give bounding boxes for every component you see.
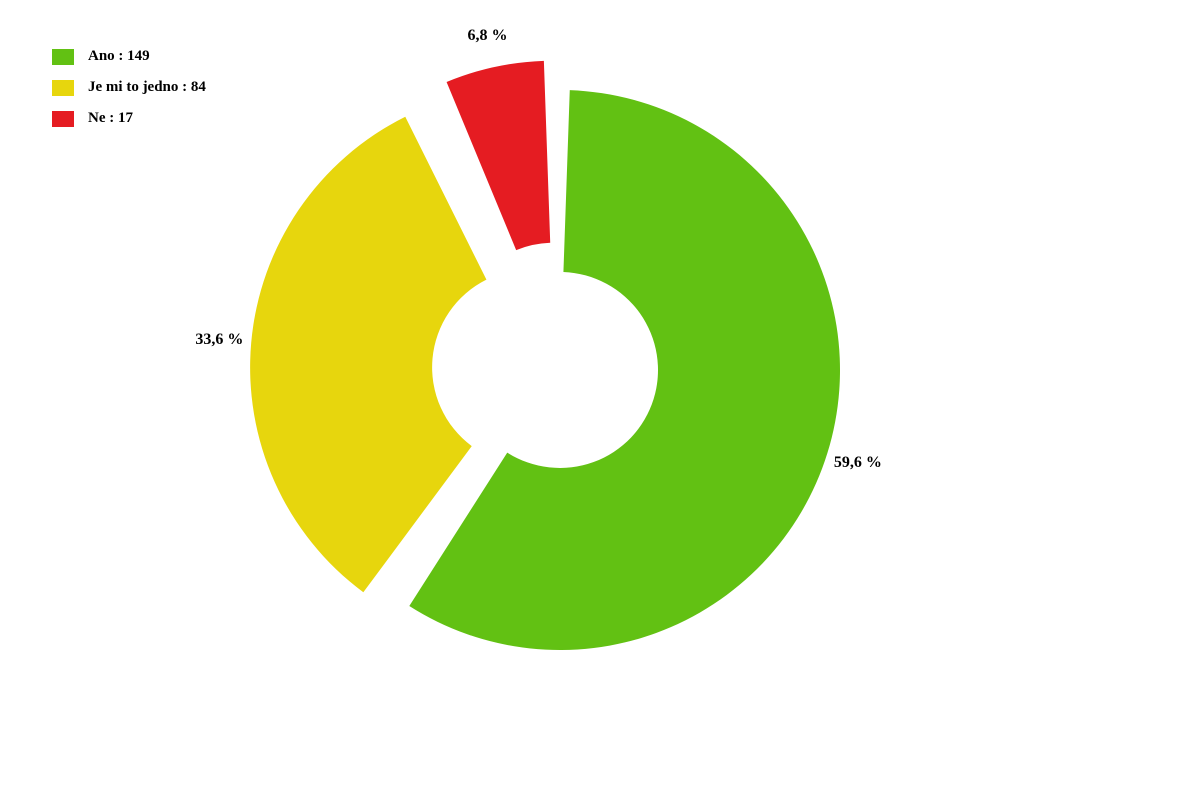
slice-percent-label: 59,6 % (834, 454, 882, 472)
donut-slice (447, 61, 551, 250)
donut-slice (250, 117, 486, 593)
donut-chart: 59,6 % 33,6 % 6,8 % (0, 0, 1199, 785)
slice-percent-label: 33,6 % (195, 331, 243, 349)
slice-percent-label: 6,8 % (467, 27, 507, 45)
donut-svg (0, 0, 1199, 785)
donut-slice (409, 90, 840, 650)
